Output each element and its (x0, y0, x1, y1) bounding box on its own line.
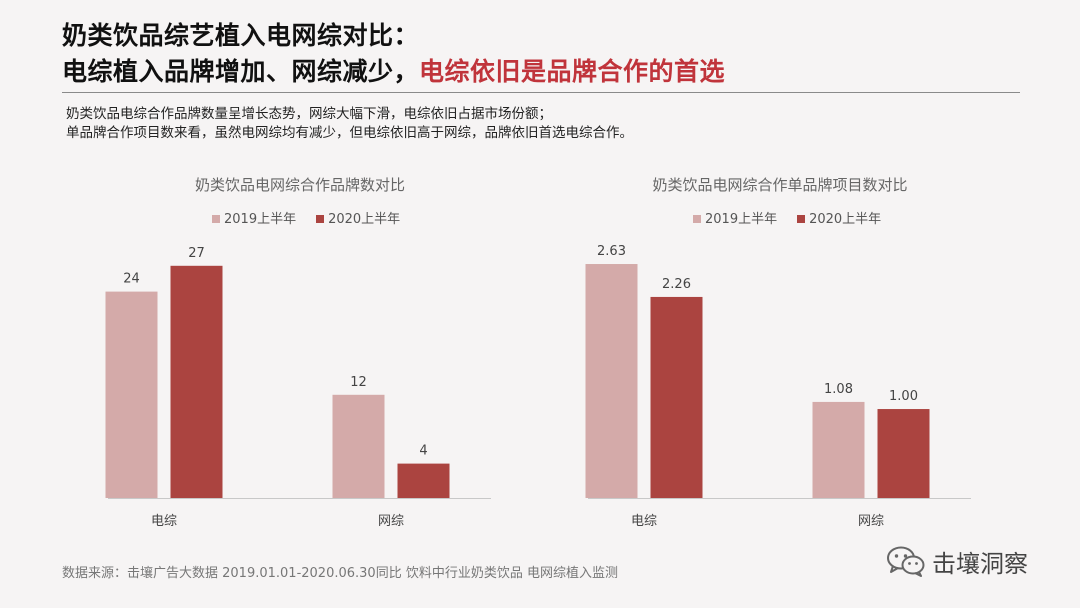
legend-swatch-2019 (212, 214, 220, 223)
chart2-legend-item-2019: 2019上半年 (693, 212, 777, 227)
chart2-bar-2019-tv (585, 264, 638, 498)
chart1-legend-item-2020: 2020上半年 (316, 212, 400, 227)
data-source-note: 数据来源：击壤广告大数据 2019.01.01-2020.06.30同比 饮料中… (62, 566, 618, 581)
legend-swatch-2020 (316, 214, 325, 223)
legend-label-2020: 2020上半年 (328, 212, 401, 227)
chart1-data-label: 12 (350, 375, 367, 390)
brand-watermark: 击壤洞察 (886, 543, 1028, 579)
chart1-category-label: 电综 (151, 514, 177, 529)
title-divider (62, 92, 1020, 93)
chart1-bar-2019-web (332, 394, 385, 498)
chart2-data-label: 2.26 (662, 277, 691, 292)
chart2-bar-2020-web (877, 409, 930, 498)
chart2-bar-2019-web (812, 401, 865, 498)
chart1-bar-2019-tv (105, 291, 158, 498)
chart2-legend: 2019上半年 2020上半年 (693, 208, 901, 227)
chart2-plot: 2.63 2.26 电综 1.08 1.00 网综 (585, 244, 971, 529)
chart1-title: 奶类饮品电网综合作品牌数对比 (194, 176, 405, 194)
chart2-category-label: 电综 (631, 514, 657, 529)
chart1-data-label: 4 (419, 444, 427, 459)
wechat-icon (887, 546, 925, 577)
chart1-data-label: 27 (188, 246, 205, 261)
chart1-plot: 24 27 电综 12 4 网综 (105, 246, 491, 529)
chart2-category-label: 网综 (858, 514, 884, 529)
title-highlight: 电综依旧是品牌合作的首选 (419, 57, 726, 86)
title-prefix: 电综植入品牌增加、网综减少， (62, 57, 420, 86)
chart2-data-label: 1.08 (824, 382, 853, 397)
description-line-2: 单品牌合作项目数来看，虽然电网综均有减少，但电综依旧高于网综，品牌依旧首选电综合… (66, 125, 633, 141)
legend-label-2019: 2019上半年 (705, 212, 778, 227)
legend-label-2019: 2019上半年 (224, 212, 297, 227)
chart1-legend-item-2019: 2019上半年 (212, 212, 296, 227)
chart1-category-label: 网综 (378, 514, 404, 529)
chart2-legend-item-2020: 2020上半年 (797, 212, 881, 227)
chart1-legend: 2019上半年 2020上半年 (212, 208, 420, 227)
chart1-bar-2020-web (397, 463, 450, 498)
page-title-line1: 奶类饮品综艺植入电网综对比： (62, 21, 420, 50)
legend-swatch-2020 (797, 214, 806, 223)
chart2-data-label: 1.00 (889, 389, 918, 404)
description-line-1: 奶类饮品电综合作品牌数量呈增长态势，网综大幅下滑，电综依旧占据市场份额； (66, 106, 552, 122)
page-title-line2: 电综植入品牌增加、网综减少，电综依旧是品牌合作的首选 (62, 52, 725, 88)
chart1-bar-2020-tv (170, 265, 223, 498)
chart2-bar-2020-tv (650, 296, 703, 498)
legend-swatch-2019 (693, 214, 701, 223)
chart1-data-label: 24 (123, 272, 140, 287)
legend-label-2020: 2020上半年 (809, 212, 882, 227)
chart2-data-label: 2.63 (597, 244, 626, 259)
brand-name: 击壤洞察 (932, 549, 1028, 578)
chart2-title: 奶类饮品电网综合作单品牌项目数对比 (652, 176, 908, 194)
